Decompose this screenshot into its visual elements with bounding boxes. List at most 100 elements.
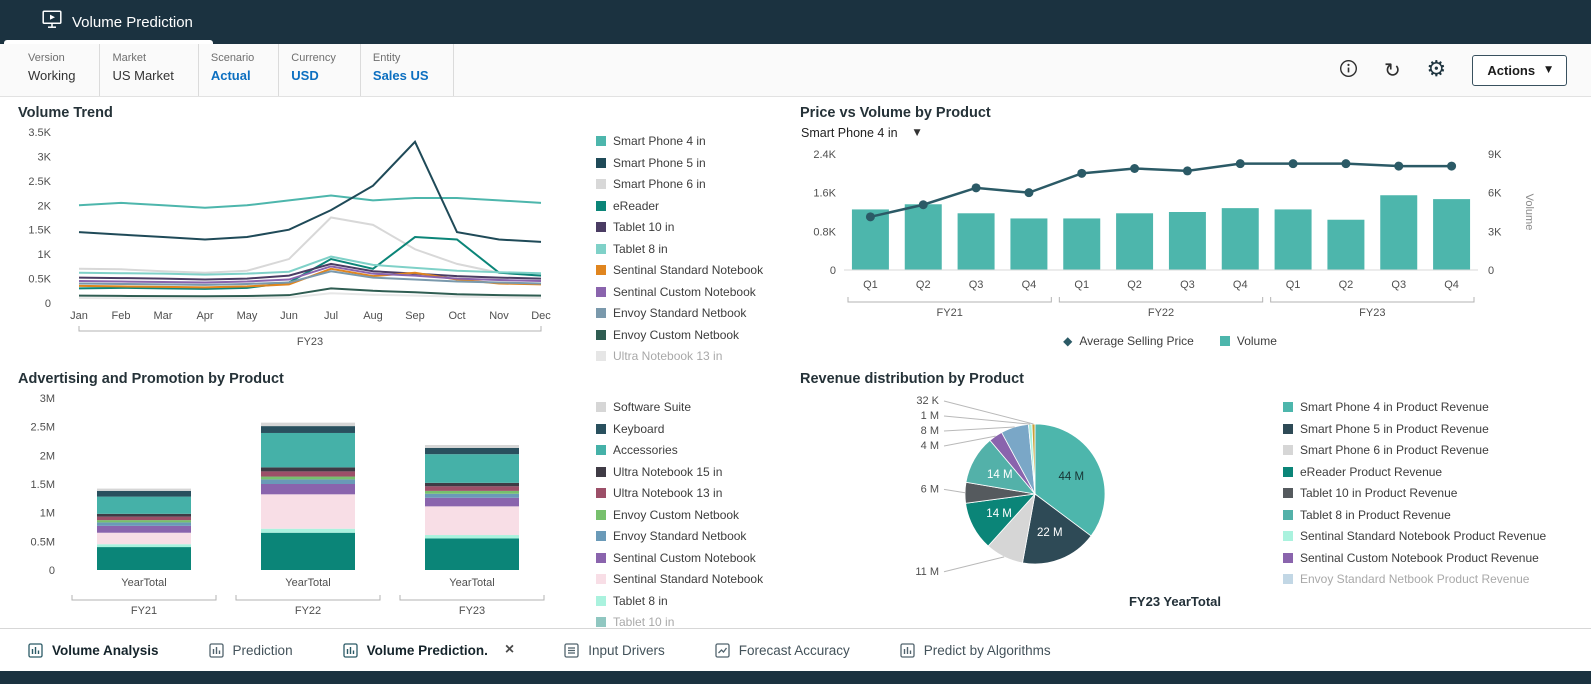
chart-text: 2.5M [31,422,55,434]
chart-text: 44 M [1059,471,1085,483]
revenue-pie-chart: 44 M 22 M 14 M 14 M 32 K 1 M 8 M 4 M 6 M 11 M [915,395,1106,578]
square-marker-icon [1219,336,1230,346]
info-button[interactable] [1332,54,1364,86]
pov-currency[interactable]: Currency USD [279,44,361,96]
tab-label: Forecast Accuracy [738,642,850,658]
legend-item[interactable]: eReader Product Revenue [1283,465,1546,479]
chart-text: 3.5K [28,127,51,139]
pov-entity[interactable]: Entity Sales US [361,44,454,96]
legend-item[interactable]: Tablet 8 in [596,242,763,256]
chart-text: Q4 [1022,279,1037,291]
legend-swatch [1283,402,1293,412]
tab-predict-by-algorithms[interactable]: Predict by Algorithms [900,643,1051,658]
legend-item[interactable]: Sentinal Custom Notebook [596,285,763,299]
pov-version[interactable]: Version Working [16,44,101,96]
pov-market[interactable]: Market US Market [100,44,199,96]
legend-item[interactable]: Envoy Custom Netbook [596,328,763,342]
legend-label: Smart Phone 5 in Product Revenue [1300,421,1489,436]
tab-volume-analysis[interactable]: Volume Analysis [28,643,159,658]
legend-item[interactable]: Tablet 8 in Product Revenue [1283,508,1546,522]
bottom-strip [0,671,1591,684]
legend-label: Tablet 8 in Product Revenue [1300,507,1451,522]
chart-text: Aug [363,310,383,322]
chart-text: 0 [45,298,51,310]
legend-item[interactable]: Envoy Standard Netbook [596,306,763,320]
legend-item[interactable]: Envoy Standard Netbook [596,529,763,543]
tab-input-drivers[interactable]: Input Drivers [564,643,665,658]
legend-item[interactable]: Tablet 10 in [596,220,763,234]
chart-text: Q3 [969,279,984,291]
app-header: Volume Prediction [0,0,1591,44]
tab-close-icon[interactable]: × [504,641,515,658]
legend-item-asp[interactable]: ◆ Average Selling Price [1063,334,1194,348]
product-selector[interactable]: Smart Phone 4 in ▼ [801,126,921,140]
legend-item[interactable]: Envoy Custom Netbook [596,508,763,522]
pov-currency-value[interactable]: USD [291,68,319,83]
legend-item[interactable]: Smart Phone 4 in [596,134,763,148]
tab-prediction[interactable]: Prediction [208,642,293,658]
legend-item[interactable]: Smart Phone 6 in [596,177,763,191]
legend-item[interactable]: Ultra Notebook 15 in [596,465,763,479]
tab-forecast-accuracy[interactable]: Forecast Accuracy [715,643,850,658]
refresh-button[interactable]: ↻ [1376,54,1408,86]
actions-button[interactable]: Actions ▼ [1472,54,1567,86]
legend-item[interactable]: Sentinal Custom Notebook Product Revenue [1283,551,1546,565]
settings-button[interactable]: ⚙ [1420,54,1452,86]
volume-trend-chart: 0 0.5K 1K 1.5K 2K 2.5K 3K 3.5K Jan Feb Mar Apr May Ju… [28,127,551,348]
product-selector-value[interactable]: Smart Phone 4 in [801,126,898,140]
legend-item[interactable]: Ultra Notebook 13 in [596,349,763,363]
bar-chart-icon [342,642,358,658]
legend-swatch [1283,531,1293,541]
legend-item[interactable]: Tablet 8 in [596,594,763,608]
legend-item[interactable]: Sentinal Standard Notebook Product Reven… [1283,529,1546,543]
legend-swatch [1283,423,1293,434]
legend-item-volume[interactable]: Volume [1219,334,1277,348]
chart-text: 32 K [916,395,939,407]
chart-text: 14 M [987,469,1013,481]
pov-scenario-value[interactable]: Actual [210,68,251,83]
chart-text: Q4 [1233,279,1248,291]
legend-item[interactable]: Ultra Notebook 13 in [596,486,763,500]
price-volume-title: Price vs Volume by Product [800,105,991,121]
chart-text: Q1 [1286,279,1301,291]
chart-text: 2.4K [813,149,836,161]
legend-swatch [596,531,606,541]
chart-text: 1 M [921,410,939,422]
pov-scenario[interactable]: Scenario Actual [199,44,280,96]
legend-item[interactable]: Smart Phone 5 in Product Revenue [1283,422,1546,436]
bar-chart-icon [208,642,224,658]
chart-text: Dec [531,310,551,322]
legend-label: Sentinal Standard Notebook [613,263,764,277]
presentation-icon [42,10,62,34]
legend-item[interactable]: Tablet 10 in [596,615,763,629]
chart-text: Q1 [863,279,878,291]
legend-item[interactable]: Software Suite [596,400,763,414]
legend-label: Sentinal Custom Notebook [613,284,756,299]
pov-market-value[interactable]: US Market [112,68,174,83]
chart-text: FY22 [1148,307,1174,319]
pov-version-value[interactable]: Working [28,68,76,83]
legend-swatch [1283,509,1293,520]
legend-item[interactable]: Smart Phone 5 in [596,156,763,170]
legend-item[interactable]: Sentinal Standard Notebook [596,263,763,277]
header-tab-volume-prediction[interactable]: Volume Prediction [0,0,217,44]
legend-swatch [596,179,606,189]
legend-item[interactable]: Tablet 10 in Product Revenue [1283,486,1546,500]
pov-entity-value[interactable]: Sales US [372,68,429,83]
legend-item[interactable]: Sentinal Standard Notebook [596,572,763,586]
chart-text: Oct [448,310,465,322]
legend-swatch [596,466,606,477]
legend-item[interactable]: Smart Phone 6 in Product Revenue [1283,443,1546,457]
list-icon [564,642,579,658]
chart-text: 0 [830,265,836,277]
legend-item[interactable]: Envoy Standard Netbook Product Revenue [1283,572,1546,586]
legend-item[interactable]: Keyboard [596,422,763,436]
tab-volume-prediction[interactable]: Volume Prediction. × [342,641,515,659]
legend-item[interactable]: eReader [596,199,763,213]
legend-swatch [596,488,606,498]
legend-item[interactable]: Sentinal Custom Notebook [596,551,763,565]
legend-swatch [1283,574,1293,584]
chart-text: Feb [112,310,131,322]
legend-item[interactable]: Smart Phone 4 in Product Revenue [1283,400,1546,414]
legend-item[interactable]: Accessories [596,443,763,457]
